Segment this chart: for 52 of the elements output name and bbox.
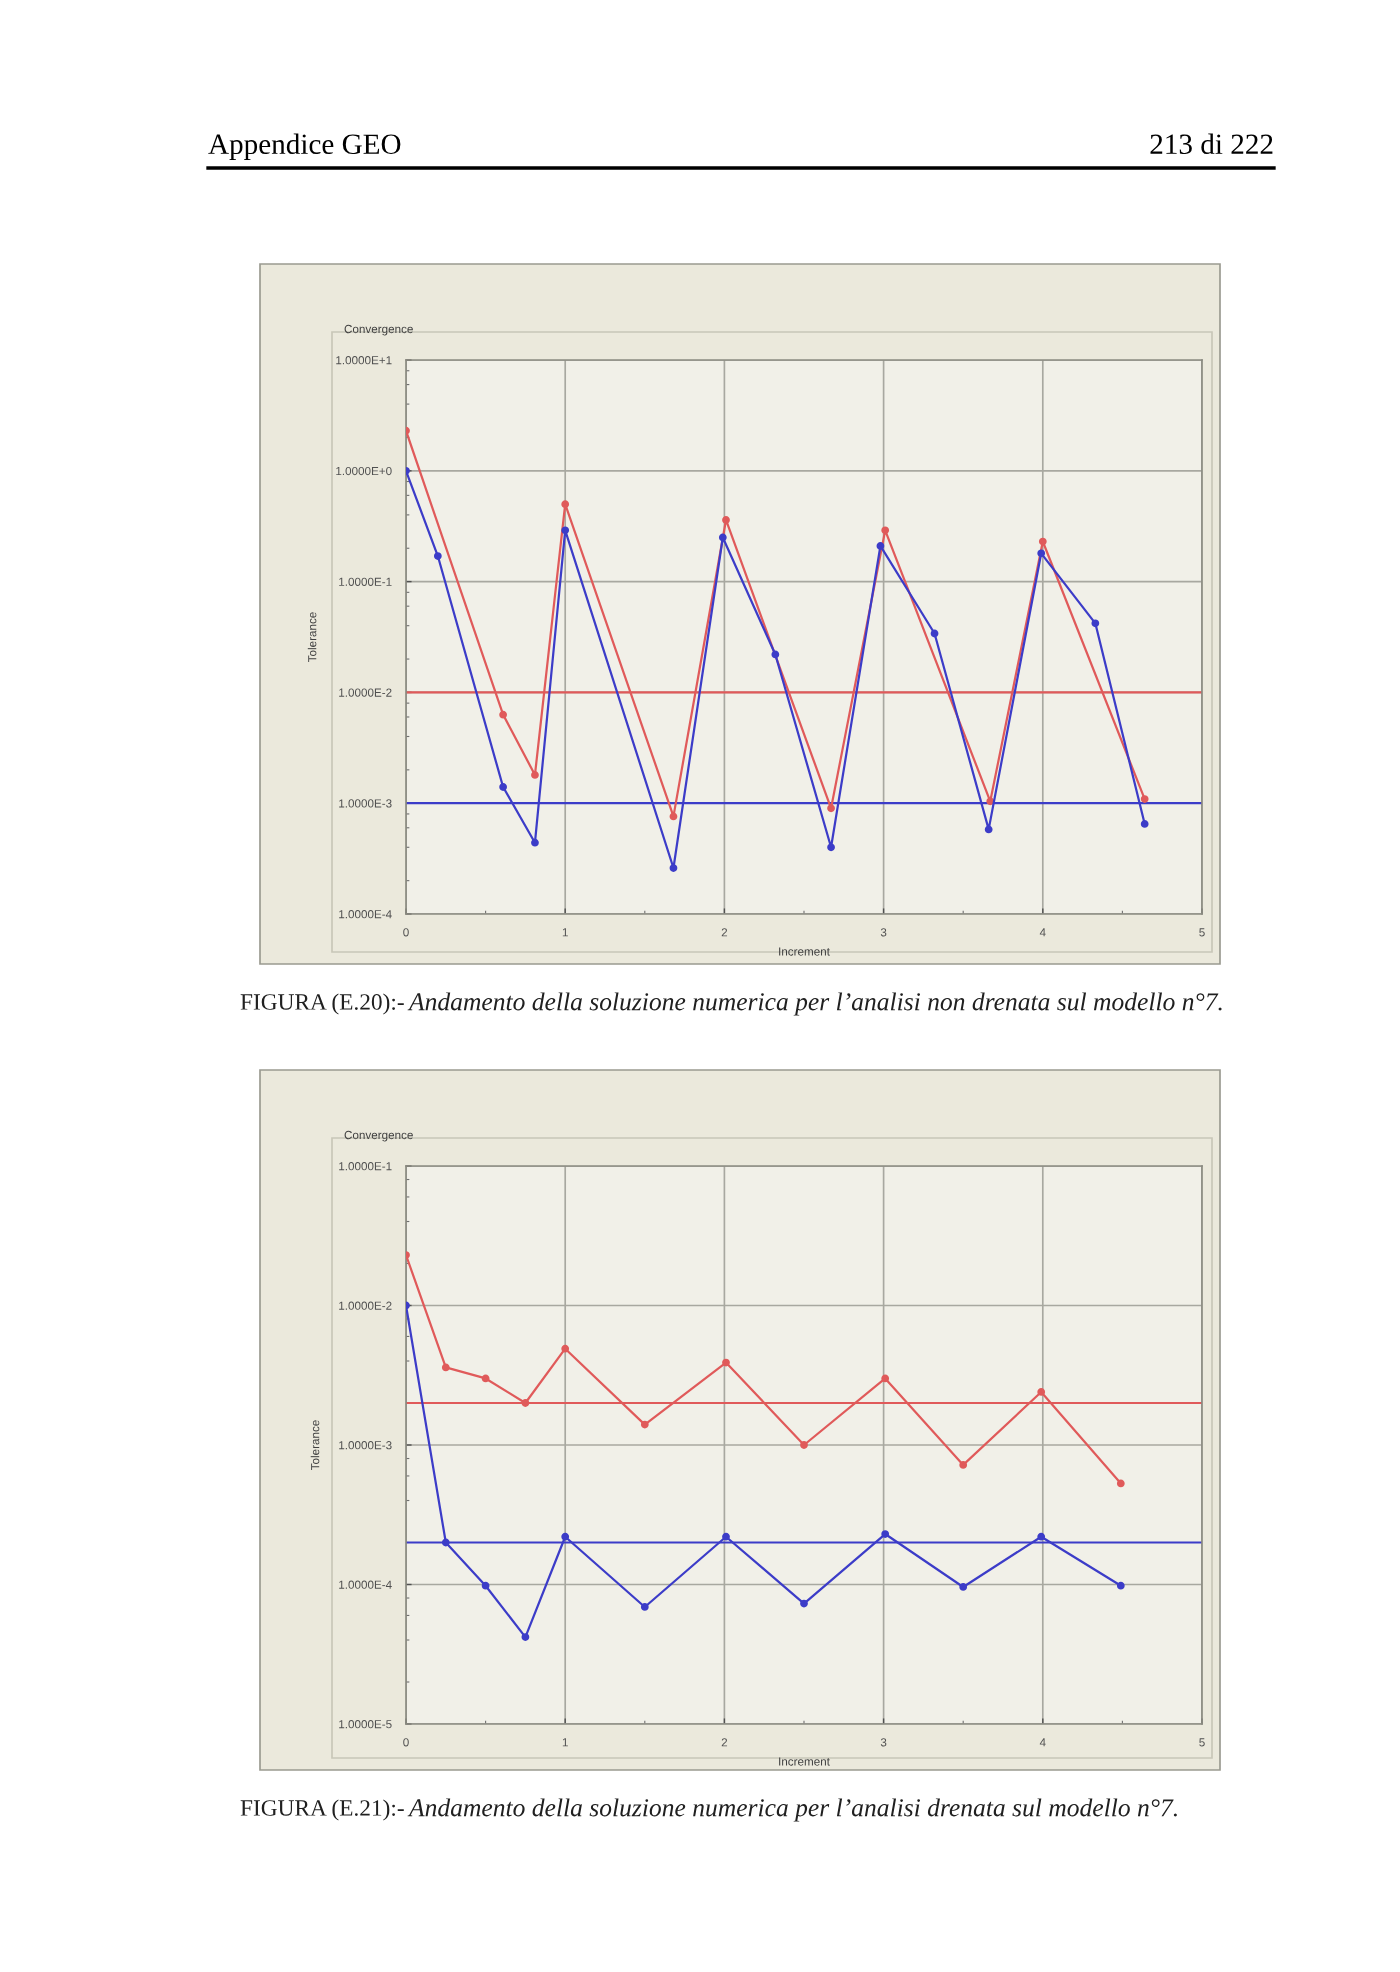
point [1140,795,1149,803]
point [722,516,730,524]
point [531,838,539,847]
point [881,1530,890,1538]
point [481,1581,490,1590]
point [827,804,835,813]
point [1116,1581,1125,1590]
point [640,1603,649,1611]
point [959,1583,968,1591]
point [669,864,678,872]
point [1038,537,1047,546]
point [561,1532,570,1541]
point [481,1374,490,1383]
point [718,533,727,542]
point [827,843,835,852]
point [441,1538,450,1547]
point [441,1363,450,1372]
point [1037,1388,1046,1396]
point [1037,549,1046,558]
point [521,1633,530,1641]
point [499,710,507,719]
point [433,552,442,560]
point [800,1599,808,1608]
point [1140,820,1149,828]
point [561,1344,570,1353]
point [881,1374,890,1383]
point [722,1358,730,1367]
point [521,1399,530,1407]
point [986,797,995,806]
point [640,1420,649,1429]
point [930,629,939,638]
text: FIGURA (E.20):- [240,993,404,1015]
text: FIGURA (E.21):- [240,1799,404,1821]
point [800,1441,808,1449]
text: 213 di 222 [1150,133,1273,155]
point [1116,1479,1125,1488]
point [1037,1532,1046,1541]
point [771,650,780,659]
point [876,542,885,550]
point [1091,619,1100,628]
point [669,812,678,821]
point [722,1532,730,1541]
text: Andamento della soluzione numerica per l’analisi non drenata sul modello n°7. [407,992,1222,1016]
point [531,771,539,779]
point [959,1461,968,1469]
text: Appendice GEO [208,133,401,160]
point [561,526,570,535]
point [561,500,570,509]
point [984,825,993,834]
point [499,783,507,791]
point [881,526,890,535]
text: Andamento della soluzione numerica per l’analisi drenata sul modello n°7. [407,1798,1177,1822]
